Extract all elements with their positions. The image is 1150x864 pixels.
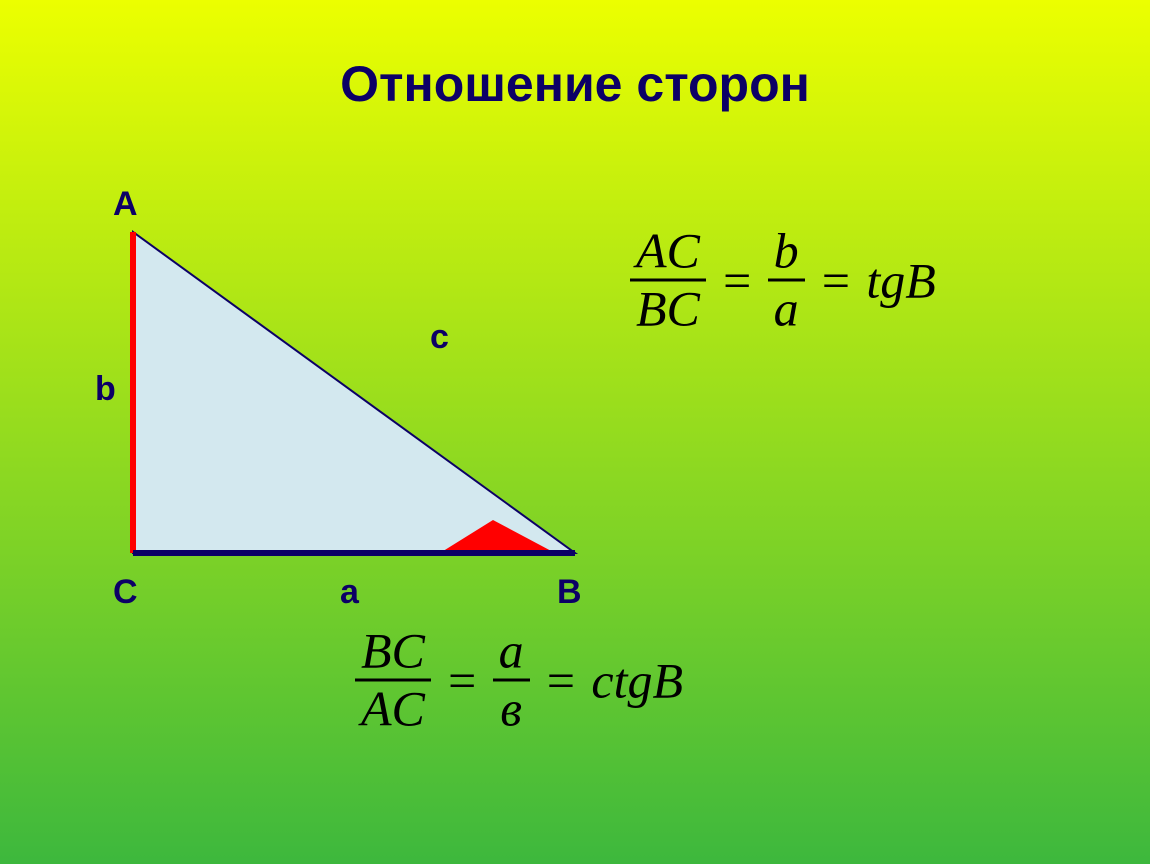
vertex-label-C: C — [113, 573, 138, 612]
numerator: AC — [630, 224, 706, 279]
fraction-a-v: a в — [493, 624, 530, 737]
denominator: a — [768, 282, 805, 337]
formula-ctgB: BC AC = a в = ctgB — [355, 624, 683, 737]
side-label-b: b — [95, 370, 116, 409]
denominator: BC — [630, 282, 706, 337]
denominator: в — [494, 682, 528, 737]
numerator: b — [768, 224, 805, 279]
slide-stage: Отношение сторон A C B b c a AC BC = b a… — [0, 0, 1150, 864]
equals-sign: = — [706, 251, 768, 309]
formula-tgB: AC BC = b a = tgB — [630, 224, 936, 337]
fraction-b-a: b a — [768, 224, 805, 337]
side-label-c: c — [430, 318, 449, 357]
numerator: a — [493, 624, 530, 679]
equals-sign: = — [530, 651, 592, 709]
equals-sign: = — [431, 651, 493, 709]
denominator: AC — [355, 682, 431, 737]
vertex-label-A: A — [113, 185, 138, 224]
side-label-a: a — [340, 573, 359, 612]
formula-rhs: ctgB — [591, 651, 683, 709]
vertex-label-B: B — [557, 573, 582, 612]
fraction-BC-AC: BC AC — [355, 624, 431, 737]
equals-sign: = — [805, 251, 867, 309]
formula-rhs: tgB — [866, 251, 935, 309]
numerator: BC — [355, 624, 431, 679]
fraction-AC-BC: AC BC — [630, 224, 706, 337]
